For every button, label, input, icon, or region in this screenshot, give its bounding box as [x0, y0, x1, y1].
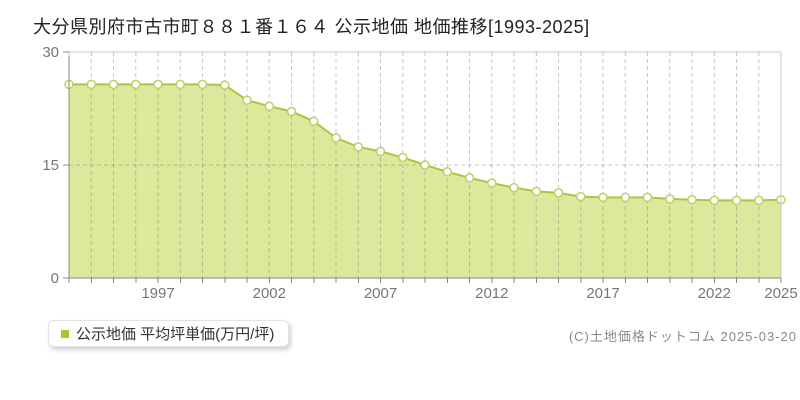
data-point-marker: [665, 194, 675, 204]
data-point-marker: [598, 192, 608, 203]
x-tick-label: 2007: [364, 285, 397, 302]
data-point-marker: [86, 79, 97, 90]
data-point-marker: [420, 160, 430, 170]
data-point-marker: [286, 106, 297, 117]
data-point-marker: [175, 79, 186, 90]
data-point-marker: [642, 192, 653, 203]
data-point-marker: [709, 195, 720, 206]
data-point-marker: [442, 167, 453, 177]
chart-title: 大分県別府市古市町８８１番１６４ 公示地価 地価推移[1993-2025]: [33, 17, 590, 37]
data-point-marker: [309, 116, 319, 127]
data-point-marker: [576, 191, 586, 202]
data-point-marker: [509, 182, 519, 193]
data-point-marker: [108, 79, 119, 90]
copyright-text: (C)土地価格ドットコム 2025-03-20: [568, 329, 797, 344]
y-tick-label: 15: [42, 157, 59, 174]
data-point-marker: [353, 142, 364, 152]
data-point-marker: [620, 192, 631, 203]
data-point-marker: [220, 80, 230, 90]
y-tick-label: 30: [42, 44, 59, 61]
y-tick-label: 0: [51, 270, 59, 287]
x-tick-label: 1997: [141, 285, 174, 302]
data-point-marker: [398, 152, 408, 163]
data-point-marker: [375, 146, 386, 157]
x-tick-label: 2017: [586, 285, 619, 302]
data-point-marker: [487, 178, 497, 188]
data-point-marker: [531, 186, 542, 197]
data-point-marker: [754, 195, 764, 206]
x-tick-label: 2002: [253, 285, 286, 302]
data-point-marker: [153, 79, 163, 90]
legend-series-label: 公示地価 平均坪単価(万円/坪): [76, 326, 275, 343]
data-point-marker: [131, 79, 141, 90]
data-point-marker: [242, 95, 252, 105]
chart-canvas: 0 15 30 1997 2002 2007 2012 2017 2022 2025: [42, 44, 797, 302]
data-point-marker: [731, 195, 742, 206]
data-point-marker: [264, 101, 275, 111]
data-point-marker: [197, 79, 208, 90]
legend-series-marker-icon: [61, 329, 69, 338]
data-point-marker: [331, 133, 341, 143]
data-point-marker: [464, 173, 475, 183]
data-point-marker: [687, 194, 697, 205]
legend: 公示地価 平均坪単価(万円/坪): [48, 320, 290, 347]
data-point-marker: [553, 188, 564, 198]
x-tick-label: 2012: [475, 285, 508, 302]
price-trend-area-chart: 0 15 30 1997 2002 2007 2012 2017 2022 2025: [42, 44, 797, 302]
x-tick-label: 2022: [698, 285, 731, 302]
area-fill: [69, 84, 781, 279]
x-tick-label: 2025: [764, 285, 797, 302]
